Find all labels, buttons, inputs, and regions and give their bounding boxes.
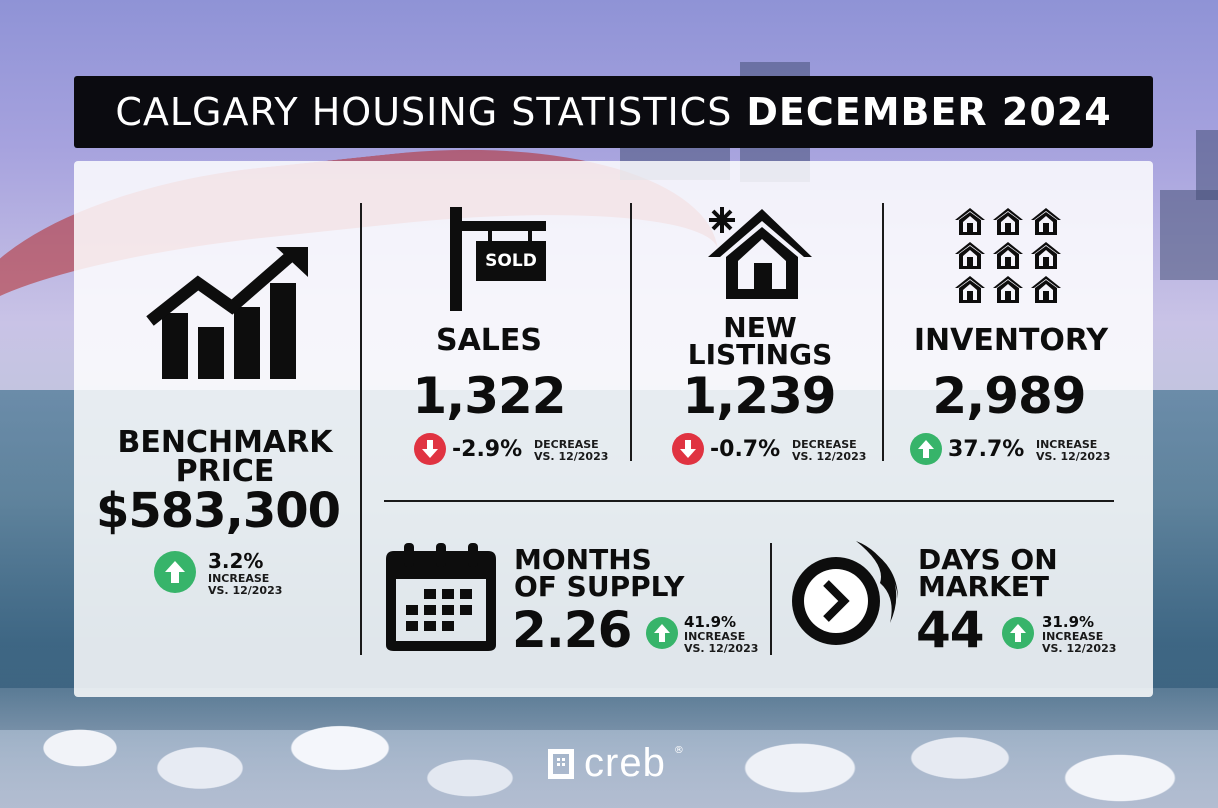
title-text: CALGARY HOUSING STATISTICS <box>115 90 733 134</box>
arrow-down-icon <box>680 440 696 458</box>
fast-clock-icon <box>792 541 898 645</box>
sold-sign-text: SOLD <box>485 251 537 271</box>
benchmark-comparison: VS. 12/2023 <box>208 584 283 597</box>
snow-rocks <box>0 688 1218 808</box>
growth-chart-icon <box>146 247 308 379</box>
days-market-label-line1: DAYS ON <box>918 543 1058 576</box>
months-supply-label: MONTHS OF SUPPLY <box>514 543 714 603</box>
new-house-icon <box>708 207 812 299</box>
benchmark-label-line2: PRICE <box>175 453 275 489</box>
days-market-label: DAYS ON MARKET <box>918 543 1118 603</box>
inventory-label: INVENTORY <box>913 323 1109 358</box>
inventory-value: 2,989 <box>932 367 1086 425</box>
new-listings-change: -0.7% <box>710 437 781 462</box>
months-supply-value: 2.26 <box>512 601 632 659</box>
divider <box>360 203 362 655</box>
sales-change: -2.9% <box>452 437 523 462</box>
registered-mark: ® <box>673 745 684 756</box>
inventory-comparison: VS. 12/2023 <box>1036 450 1111 463</box>
days-market-direction: INCREASE <box>1042 630 1104 643</box>
months-supply-direction: INCREASE <box>684 630 746 643</box>
benchmark-direction: INCREASE <box>208 572 270 585</box>
creb-logo-text: creb <box>584 741 666 785</box>
new-listings-value: 1,239 <box>682 367 836 425</box>
new-listings-label: NEW LISTINGS <box>670 311 850 371</box>
benchmark-change: 3.2% <box>208 549 264 573</box>
months-supply-label-line2: OF SUPPLY <box>514 569 685 603</box>
arrow-up-icon <box>1010 624 1026 642</box>
new-listings-change-indicator <box>672 433 704 465</box>
title-date: DECEMBER 2024 <box>746 90 1112 134</box>
sales-direction: DECREASE <box>534 438 599 451</box>
arrow-up-icon <box>654 624 670 642</box>
sales-label: SALES <box>435 323 543 358</box>
days-market-label-line2: MARKET <box>918 569 1050 603</box>
benchmark-value: $583,300 <box>95 483 341 539</box>
arrow-up-icon <box>165 561 185 583</box>
months-supply-comparison: VS. 12/2023 <box>684 642 759 655</box>
benchmark-label-line1: BENCHMARK <box>117 425 333 460</box>
sales-comparison: VS. 12/2023 <box>534 450 609 463</box>
creb-logo: creb ® <box>546 741 684 786</box>
days-market-change-indicator <box>1002 617 1034 649</box>
inventory-change-indicator <box>910 433 942 465</box>
divider <box>882 203 884 461</box>
sales-change-indicator <box>414 433 446 465</box>
benchmark-change-indicator <box>154 551 196 593</box>
city-tower <box>1160 190 1218 280</box>
months-supply-label-line1: MONTHS <box>514 543 652 576</box>
days-market-comparison: VS. 12/2023 <box>1042 642 1117 655</box>
inventory-change: 37.7% <box>948 437 1025 462</box>
city-tower <box>1196 130 1218 200</box>
new-listings-label-line1: NEW <box>723 311 797 344</box>
months-supply-change-indicator <box>646 617 678 649</box>
arrow-down-icon <box>422 440 438 458</box>
divider <box>630 203 632 461</box>
houses-grid-icon <box>955 208 1061 303</box>
divider <box>384 500 1114 502</box>
divider <box>770 543 772 655</box>
creb-building-icon <box>548 748 574 779</box>
sold-sign-icon <box>450 207 546 311</box>
arrow-up-icon <box>918 440 934 458</box>
stats-panel: BENCHMARK PRICE $583,300 3.2% INCREASE V… <box>74 161 1153 697</box>
title-bar: CALGARY HOUSING STATISTICS DECEMBER 2024 <box>74 76 1153 148</box>
months-supply-change: 41.9% <box>684 613 737 631</box>
calendar-icon <box>386 543 496 651</box>
new-listings-direction: DECREASE <box>792 438 857 451</box>
new-listings-comparison: VS. 12/2023 <box>792 450 867 463</box>
days-market-value: 44 <box>916 601 985 659</box>
inventory-direction: INCREASE <box>1036 438 1098 451</box>
sales-value: 1,322 <box>412 367 566 425</box>
new-listings-label-line2: LISTINGS <box>687 337 833 371</box>
benchmark-label: BENCHMARK PRICE <box>102 425 348 489</box>
days-market-change: 31.9% <box>1042 613 1095 631</box>
